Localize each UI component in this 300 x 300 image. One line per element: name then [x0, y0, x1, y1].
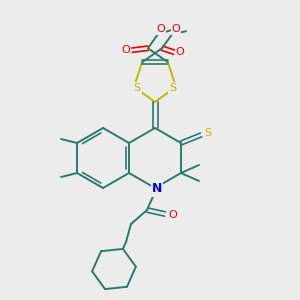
Text: S: S [204, 128, 211, 138]
Text: S: S [169, 83, 176, 93]
Text: S: S [134, 83, 141, 93]
Text: O: O [157, 24, 165, 34]
Text: O: O [172, 24, 180, 34]
Text: O: O [176, 47, 184, 57]
Text: O: O [169, 210, 177, 220]
Text: N: N [152, 182, 162, 196]
Text: O: O [122, 45, 130, 55]
